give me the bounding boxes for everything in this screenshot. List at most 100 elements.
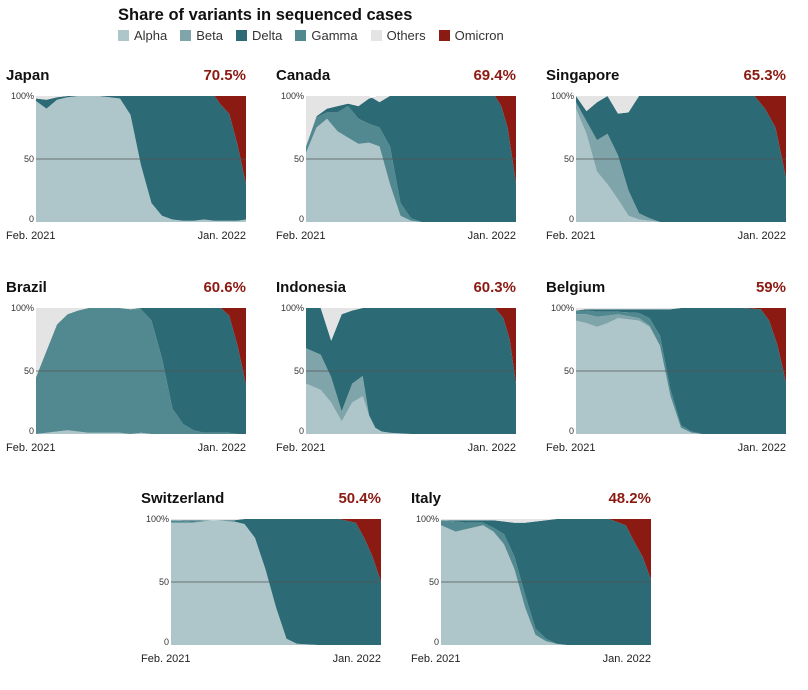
area-alpha bbox=[576, 108, 786, 222]
area-alpha bbox=[441, 525, 651, 645]
y-tick-label: 0 bbox=[299, 214, 304, 224]
country-name: Brazil bbox=[6, 279, 47, 296]
omicron-share: 69.4% bbox=[473, 67, 516, 84]
country-name: Japan bbox=[6, 67, 50, 84]
y-tick-label: 100% bbox=[551, 91, 574, 101]
y-tick-label: 50 bbox=[24, 154, 34, 164]
country-name: Belgium bbox=[546, 279, 606, 296]
panel-switzerland: Switzerland 50.4% 100% 50 0 Feb. 2021 Jan.… bbox=[141, 490, 381, 690]
area-chart: 100% 50 0 bbox=[416, 514, 651, 647]
x-label-end: Jan. 2022 bbox=[737, 442, 786, 454]
legend-swatch-beta bbox=[180, 30, 192, 41]
area-beta bbox=[576, 102, 786, 222]
area-others bbox=[36, 96, 246, 100]
y-tick-label: 50 bbox=[564, 366, 574, 376]
country-name: Canada bbox=[276, 67, 331, 84]
panel-brazil: Brazil 60.6% 100% 50 0 Feb. 2021 Jan. 2022 bbox=[6, 279, 246, 479]
legend-label-delta: Delta bbox=[252, 28, 283, 43]
x-label-end: Jan. 2022 bbox=[737, 230, 786, 242]
area-alpha bbox=[306, 118, 516, 222]
omicron-share: 65.3% bbox=[743, 67, 786, 84]
x-label-end: Jan. 2022 bbox=[197, 230, 246, 242]
country-name: Italy bbox=[411, 490, 442, 507]
area-omicron bbox=[171, 519, 381, 582]
area-omicron bbox=[36, 96, 246, 185]
omicron-share: 48.2% bbox=[608, 490, 651, 507]
legend-item-beta: Beta bbox=[180, 28, 223, 43]
area-others bbox=[306, 308, 516, 341]
panel-singapore: Singapore 65.3% 100% 50 0 Feb. 2021 Jan. 2… bbox=[546, 67, 786, 267]
panel-italy: Italy 48.2% 100% 50 0 Feb. 2021 Jan. 2022 bbox=[411, 490, 651, 690]
area-chart: 100% 50 0 bbox=[551, 303, 786, 436]
area-chart: 100% 50 0 bbox=[281, 91, 516, 224]
y-tick-label: 100% bbox=[281, 91, 304, 101]
omicron-share: 60.3% bbox=[473, 279, 516, 296]
x-label-end: Jan. 2022 bbox=[467, 442, 516, 454]
panel-belgium: Belgium 59% 100% 50 0 Feb. 2021 Jan. 2022 bbox=[546, 279, 786, 479]
y-tick-label: 0 bbox=[434, 637, 439, 647]
legend-label-gamma: Gamma bbox=[311, 28, 358, 43]
area-others bbox=[441, 519, 651, 523]
y-tick-label: 0 bbox=[164, 637, 169, 647]
x-label-start: Feb. 2021 bbox=[276, 442, 326, 454]
y-tick-label: 0 bbox=[569, 214, 574, 224]
area-beta bbox=[576, 314, 786, 434]
country-name: Singapore bbox=[546, 67, 620, 84]
panel-canada: Canada 69.4% 100% 50 0 Feb. 2021 Jan. 2022 bbox=[276, 67, 516, 267]
y-tick-label: 0 bbox=[299, 426, 304, 436]
panel-indonesia: Indonesia 60.3% 100% 50 0 Feb. 2021 Jan. 2… bbox=[276, 279, 516, 479]
x-label-start: Feb. 2021 bbox=[6, 442, 56, 454]
y-tick-label: 100% bbox=[551, 303, 574, 313]
y-tick-label: 50 bbox=[429, 577, 439, 587]
country-name: Indonesia bbox=[276, 279, 347, 296]
area-alpha bbox=[171, 520, 381, 645]
y-tick-label: 0 bbox=[569, 426, 574, 436]
x-label-end: Jan. 2022 bbox=[467, 230, 516, 242]
x-label-end: Jan. 2022 bbox=[197, 442, 246, 454]
legend-swatch-gamma bbox=[295, 30, 307, 41]
y-tick-label: 50 bbox=[159, 577, 169, 587]
area-omicron bbox=[576, 96, 786, 178]
area-others bbox=[306, 96, 516, 147]
area-alpha bbox=[306, 383, 516, 434]
y-tick-label: 50 bbox=[294, 366, 304, 376]
area-others bbox=[171, 519, 381, 521]
legend-item-others: Others bbox=[370, 28, 426, 43]
area-chart: 100% 50 0 bbox=[146, 514, 381, 647]
legend-swatch-omicron bbox=[438, 30, 450, 41]
area-others bbox=[576, 96, 786, 114]
x-label-start: Feb. 2021 bbox=[411, 653, 461, 665]
area-chart: 100% 50 0 bbox=[281, 303, 516, 436]
legend: Alpha Beta Delta Gamma Others Omicron bbox=[118, 28, 517, 43]
x-label-end: Jan. 2022 bbox=[332, 653, 381, 665]
legend-swatch-delta bbox=[236, 30, 247, 41]
area-delta bbox=[36, 308, 246, 434]
area-alpha bbox=[576, 318, 786, 434]
area-alpha bbox=[36, 96, 246, 222]
area-others bbox=[576, 308, 786, 311]
panel-japan: Japan 70.5% 100% 50 0 Feb. 2021 Jan. 2022 bbox=[6, 67, 246, 267]
area-others bbox=[36, 308, 246, 378]
omicron-share: 70.5% bbox=[203, 67, 246, 84]
y-tick-label: 100% bbox=[281, 303, 304, 313]
y-tick-label: 50 bbox=[294, 154, 304, 164]
legend-label-beta: Beta bbox=[196, 28, 223, 43]
x-label-start: Feb. 2021 bbox=[546, 230, 596, 242]
x-label-start: Feb. 2021 bbox=[546, 442, 596, 454]
legend-label-omicron: Omicron bbox=[454, 28, 504, 43]
y-tick-label: 100% bbox=[146, 514, 169, 524]
area-omicron bbox=[441, 519, 651, 580]
y-tick-label: 100% bbox=[11, 91, 34, 101]
legend-swatch-alpha bbox=[118, 30, 129, 41]
country-name: Switzerland bbox=[141, 490, 225, 507]
x-label-end: Jan. 2022 bbox=[602, 653, 651, 665]
x-label-start: Feb. 2021 bbox=[276, 230, 326, 242]
omicron-share: 60.6% bbox=[203, 279, 246, 296]
legend-label-others: Others bbox=[386, 28, 426, 43]
legend-item-omicron: Omicron bbox=[438, 28, 504, 43]
legend-item-delta: Delta bbox=[236, 28, 282, 43]
area-chart: 100% 50 0 bbox=[11, 91, 246, 224]
chart-title: Share of variants in sequenced cases bbox=[118, 6, 413, 24]
legend-label-alpha: Alpha bbox=[134, 28, 168, 43]
y-tick-label: 50 bbox=[24, 366, 34, 376]
